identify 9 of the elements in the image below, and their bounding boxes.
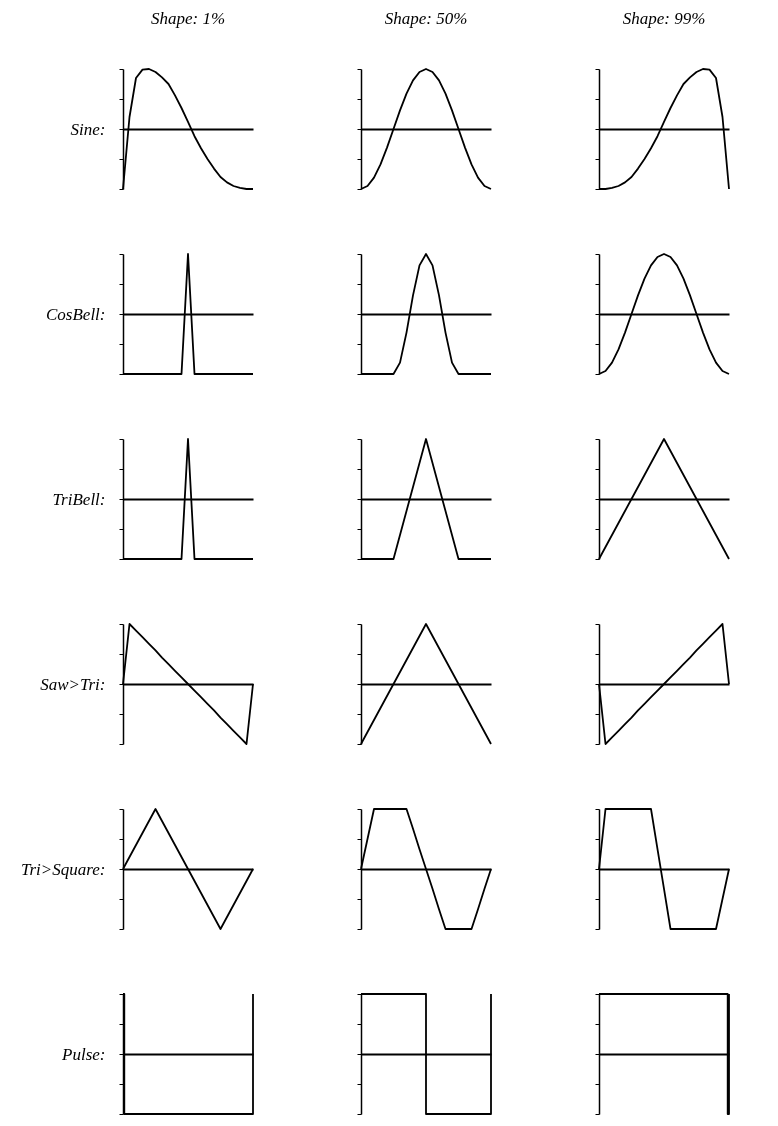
chart-title: Shape: 1% <box>150 9 226 29</box>
y-axis-title: Saw>Tri: <box>40 674 106 694</box>
chart-title: Shape: 99% <box>622 9 706 29</box>
y-axis-title: Tri>Square: <box>20 859 106 879</box>
y-axis-title: CosBell: <box>46 304 106 324</box>
chart-title: Shape: 50% <box>384 9 468 29</box>
y-axis-title: TriBell: <box>52 489 106 509</box>
y-axis-title: Pulse: <box>61 1044 106 1064</box>
y-axis-title: Sine: <box>70 119 106 139</box>
